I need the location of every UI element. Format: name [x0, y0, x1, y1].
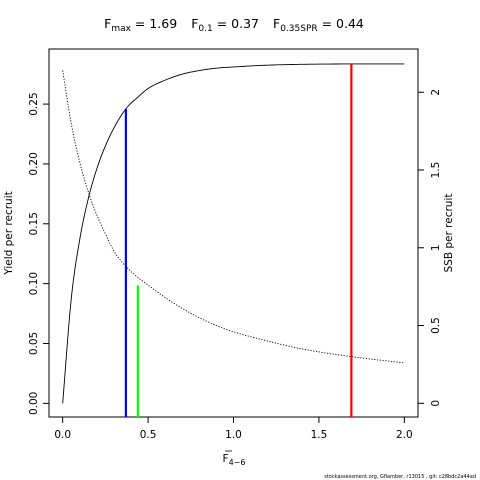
y-left-tick-label: 0.10 — [28, 272, 40, 295]
x-tick-label: 0.5 — [140, 429, 157, 441]
y-right-tick-label: 0 — [430, 400, 442, 407]
x-axis: 0.0 0.5 1.0 1.5 2.0 — [54, 417, 413, 441]
y-right-tick-label: 1 — [430, 244, 442, 251]
series-layer — [62, 63, 405, 404]
y-left-tick-label: 0.15 — [28, 212, 40, 235]
x-tick-label: 2.0 — [396, 429, 413, 441]
ssb-per-recruit-line — [62, 70, 405, 364]
yield-per-recruit-line — [62, 63, 405, 404]
y-axis-right: 0 0.5 1 1.5 2 — [418, 89, 442, 407]
y-left-tick-label: 0.20 — [28, 152, 40, 175]
y-right-tick-label: 2 — [430, 89, 442, 96]
y-axis-left-label: Yield per recruit — [3, 191, 15, 275]
y-left-tick-label: 0.00 — [28, 392, 40, 415]
x-axis-label: F4−6 — [223, 453, 246, 467]
x-tick-label: 1.5 — [311, 429, 328, 441]
y-left-tick-label: 0.25 — [28, 92, 40, 115]
y-left-tick-label: 0.05 — [28, 332, 40, 355]
x-tick-label: 1.0 — [225, 429, 242, 441]
y-right-tick-label: 0.5 — [430, 317, 442, 334]
x-tick-label: 0.0 — [54, 429, 71, 441]
chart-title: Fmax = 1.69 F0.1 = 0.37 F0.35SPR = 0.44 — [104, 16, 364, 34]
reference-lines — [124, 63, 353, 417]
footer-note: stockassessment.org, Gflamber, r13015 , … — [324, 474, 476, 480]
y-right-tick-label: 1.5 — [430, 162, 442, 179]
y-axis-right-label: SSB per recruit — [443, 194, 455, 273]
plot-frame — [48, 48, 419, 418]
y-axis-left: 0.00 0.05 0.10 0.15 0.20 0.25 — [28, 92, 49, 415]
